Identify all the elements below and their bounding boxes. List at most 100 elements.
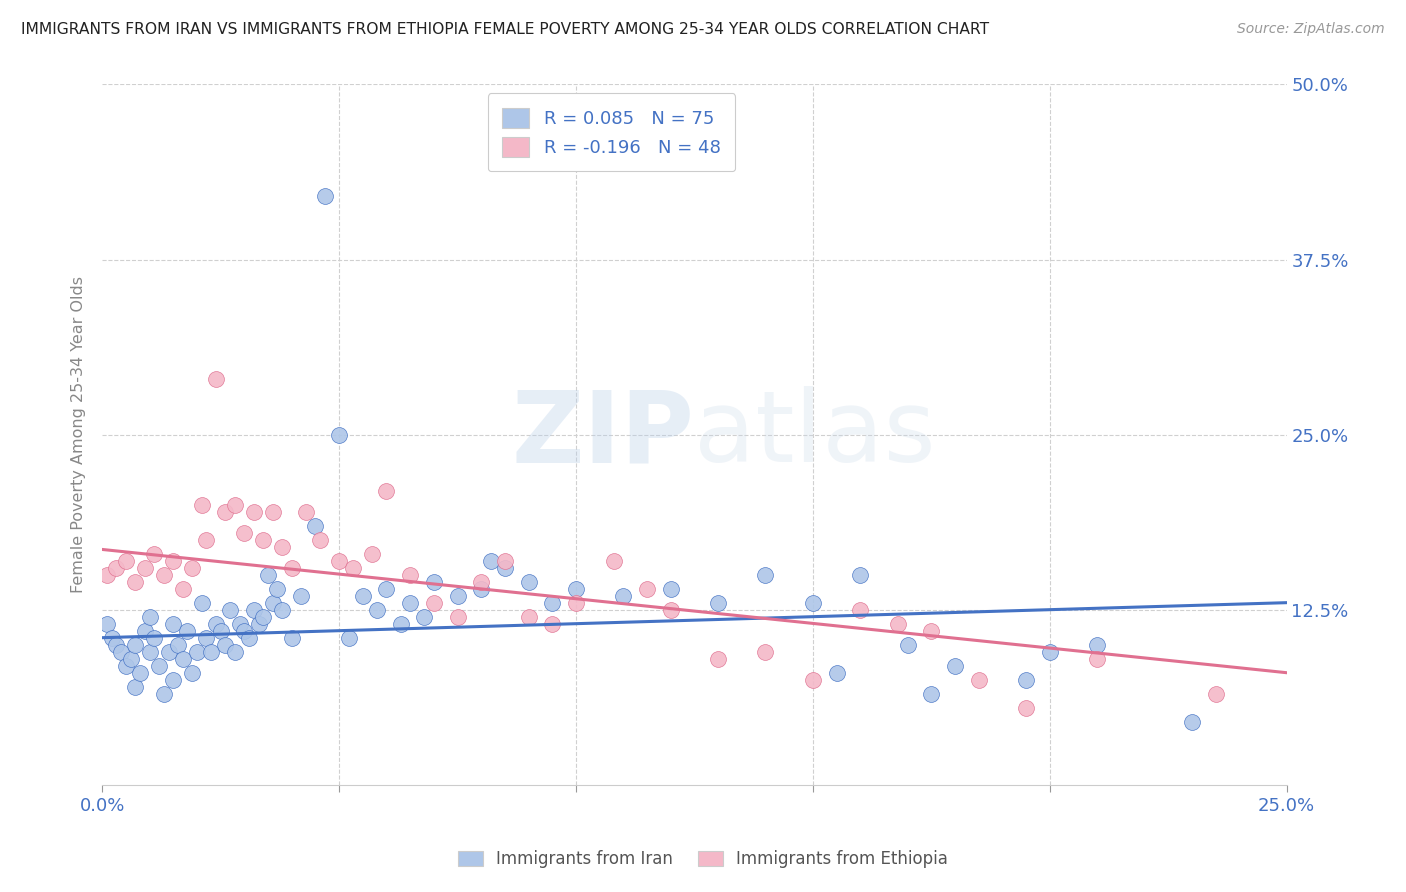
Point bbox=[375, 483, 398, 498]
Point bbox=[967, 673, 990, 687]
Point bbox=[470, 574, 492, 589]
Text: atlas: atlas bbox=[695, 386, 936, 483]
Point bbox=[219, 602, 242, 616]
Point bbox=[195, 533, 218, 547]
Point bbox=[153, 687, 176, 701]
Point bbox=[115, 658, 138, 673]
Point bbox=[470, 582, 492, 596]
Point bbox=[176, 624, 198, 638]
Point bbox=[659, 602, 682, 616]
Point bbox=[413, 609, 436, 624]
Point bbox=[195, 631, 218, 645]
Point bbox=[375, 582, 398, 596]
Text: Source: ZipAtlas.com: Source: ZipAtlas.com bbox=[1237, 22, 1385, 37]
Point bbox=[257, 567, 280, 582]
Point bbox=[479, 554, 502, 568]
Point bbox=[366, 602, 388, 616]
Point bbox=[233, 624, 256, 638]
Point bbox=[309, 533, 332, 547]
Point bbox=[252, 533, 274, 547]
Point bbox=[659, 582, 682, 596]
Point bbox=[153, 567, 176, 582]
Point bbox=[124, 638, 146, 652]
Point bbox=[423, 596, 446, 610]
Point bbox=[205, 616, 228, 631]
Y-axis label: Female Poverty Among 25-34 Year Olds: Female Poverty Among 25-34 Year Olds bbox=[72, 277, 86, 593]
Point bbox=[209, 624, 232, 638]
Legend: R = 0.085   N = 75, R = -0.196   N = 48: R = 0.085 N = 75, R = -0.196 N = 48 bbox=[488, 94, 735, 171]
Point bbox=[361, 547, 384, 561]
Point bbox=[897, 638, 920, 652]
Point bbox=[233, 525, 256, 540]
Point bbox=[186, 645, 208, 659]
Point bbox=[262, 505, 284, 519]
Point bbox=[271, 602, 294, 616]
Point bbox=[124, 680, 146, 694]
Point bbox=[143, 547, 166, 561]
Point bbox=[290, 589, 312, 603]
Point bbox=[115, 554, 138, 568]
Point bbox=[446, 589, 468, 603]
Point bbox=[565, 596, 588, 610]
Point bbox=[1205, 687, 1227, 701]
Point bbox=[1039, 645, 1062, 659]
Point bbox=[328, 554, 350, 568]
Point bbox=[172, 651, 194, 665]
Point bbox=[243, 505, 266, 519]
Point bbox=[565, 582, 588, 596]
Point bbox=[920, 624, 942, 638]
Point bbox=[224, 498, 246, 512]
Point bbox=[190, 498, 212, 512]
Point bbox=[181, 665, 204, 680]
Point bbox=[100, 631, 122, 645]
Point bbox=[190, 596, 212, 610]
Legend: Immigrants from Iran, Immigrants from Ethiopia: Immigrants from Iran, Immigrants from Et… bbox=[451, 844, 955, 875]
Point bbox=[162, 554, 184, 568]
Point bbox=[105, 638, 128, 652]
Point bbox=[446, 609, 468, 624]
Point bbox=[849, 602, 872, 616]
Point bbox=[1015, 673, 1038, 687]
Point bbox=[243, 602, 266, 616]
Point bbox=[887, 616, 910, 631]
Point bbox=[271, 540, 294, 554]
Point bbox=[603, 554, 626, 568]
Point bbox=[494, 560, 516, 574]
Point bbox=[157, 645, 180, 659]
Text: ZIP: ZIP bbox=[512, 386, 695, 483]
Point bbox=[228, 616, 250, 631]
Point bbox=[920, 687, 942, 701]
Point bbox=[96, 567, 118, 582]
Point bbox=[129, 665, 152, 680]
Point bbox=[612, 589, 634, 603]
Point bbox=[636, 582, 658, 596]
Point bbox=[181, 560, 204, 574]
Point bbox=[280, 631, 302, 645]
Point bbox=[214, 638, 236, 652]
Point bbox=[314, 189, 336, 203]
Point bbox=[200, 645, 222, 659]
Point bbox=[138, 645, 160, 659]
Point bbox=[825, 665, 848, 680]
Point bbox=[389, 616, 412, 631]
Point bbox=[96, 616, 118, 631]
Point bbox=[541, 596, 564, 610]
Point bbox=[162, 673, 184, 687]
Point bbox=[205, 371, 228, 385]
Point bbox=[148, 658, 170, 673]
Point bbox=[342, 560, 364, 574]
Point bbox=[1085, 651, 1108, 665]
Point bbox=[399, 596, 422, 610]
Point bbox=[423, 574, 446, 589]
Point bbox=[754, 567, 776, 582]
Point bbox=[1181, 714, 1204, 729]
Point bbox=[105, 560, 128, 574]
Point bbox=[352, 589, 374, 603]
Point bbox=[214, 505, 236, 519]
Point bbox=[162, 616, 184, 631]
Point bbox=[494, 554, 516, 568]
Point bbox=[172, 582, 194, 596]
Text: IMMIGRANTS FROM IRAN VS IMMIGRANTS FROM ETHIOPIA FEMALE POVERTY AMONG 25-34 YEAR: IMMIGRANTS FROM IRAN VS IMMIGRANTS FROM … bbox=[21, 22, 990, 37]
Point bbox=[134, 560, 156, 574]
Point bbox=[266, 582, 288, 596]
